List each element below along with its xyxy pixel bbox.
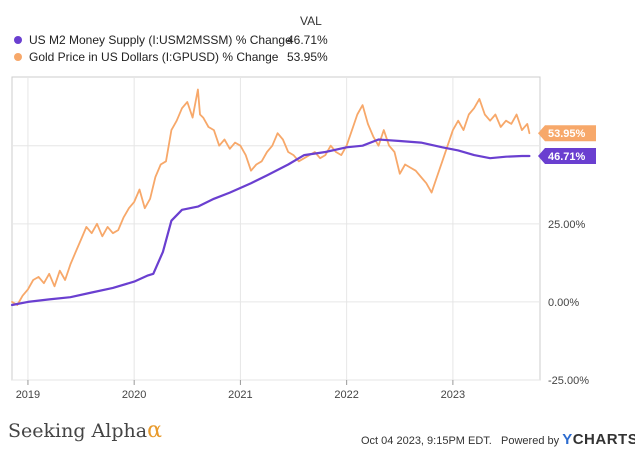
legend-value-header: VAL (300, 14, 322, 28)
legend-item-m2[interactable]: US M2 Money Supply (I:USM2MSSM) % Change… (14, 32, 328, 48)
end-label-tag (538, 148, 596, 165)
series-line-m2 (10, 138, 531, 307)
end-label-gold: 53.95% (538, 125, 596, 142)
x-tick-label: 2021 (228, 389, 252, 401)
x-tick-label: 2020 (122, 389, 146, 401)
end-label-tag (538, 125, 596, 142)
legend-item-gold[interactable]: Gold Price in US Dollars (I:GPUSD) % Cha… (14, 49, 328, 65)
legend-label-gold: Gold Price in US Dollars (I:GPUSD) % Cha… (29, 50, 279, 64)
powered-by-text: Powered by (501, 435, 560, 447)
ycharts-logo[interactable]: YCHARTS (562, 431, 635, 448)
seeking-alpha-logo: Seeking Alphaα (8, 418, 162, 443)
chart-plot-area (10, 88, 531, 307)
x-tick-label: 2022 (334, 389, 358, 401)
legend-value-gold: 53.95% (287, 50, 328, 64)
end-label-m2: 46.71% (538, 148, 596, 165)
x-tick-label: 2019 (16, 389, 40, 401)
y-tick-label: 25.00% (548, 219, 586, 231)
chart-axes: 25.00% 0.00% -25.00% 2019 2020 2021 2022 2023 (16, 219, 589, 401)
legend-label-m2: US M2 Money Supply (I:USM2MSSM) % Change (29, 33, 292, 47)
end-label-text: 46.71% (548, 151, 586, 163)
end-label-text: 53.95% (548, 128, 586, 140)
chart-end-labels: 46.71% 53.95% (538, 125, 596, 165)
plot-frame (11, 76, 541, 381)
timestamp: Oct 04 2023, 9:15PM EDT. (361, 435, 492, 447)
chart-grid (11, 76, 541, 381)
series-marker-gold (14, 53, 22, 61)
x-tick-label: 2023 (441, 389, 465, 401)
legend-value-m2: 46.71% (287, 33, 328, 47)
series-marker-m2 (14, 36, 22, 44)
series-line-gold (11, 88, 531, 306)
y-tick-label: -25.00% (548, 375, 589, 387)
y-tick-label: 0.00% (548, 297, 579, 309)
chart-footer-credits: Oct 04 2023, 9:15PM EDT. Powered by YCHA… (361, 431, 635, 448)
